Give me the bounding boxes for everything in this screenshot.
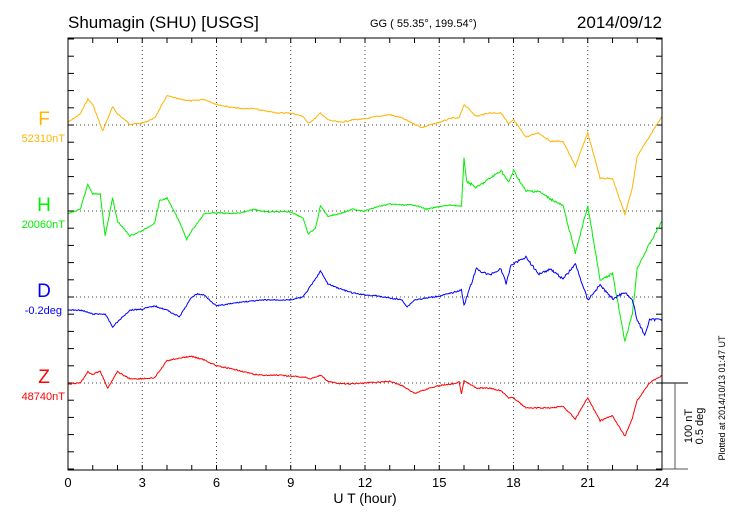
trace-z — [67, 355, 663, 437]
baseline-value-z: 48740nT — [22, 391, 66, 403]
geo-coords: GG ( 55.35°, 199.54°) — [370, 18, 477, 30]
x-tick-label: 12 — [358, 475, 372, 490]
x-tick-label: 9 — [287, 475, 294, 490]
x-tick-label: 3 — [139, 475, 146, 490]
series-name-h: H — [37, 195, 51, 216]
baseline-value-h: 20060nT — [22, 219, 66, 231]
station-title: Shumagin (SHU) [USGS] — [68, 13, 259, 32]
plotted-timestamp: Plotted at 2014/10/13 01:47 UT — [717, 335, 727, 461]
axis-ticks — [67, 38, 663, 470]
x-tick-labels: 0 3 6 9 12 15 18 21 24 — [64, 475, 669, 490]
x-tick-label: 6 — [213, 475, 220, 490]
traces — [67, 94, 663, 437]
x-tick-label: 15 — [432, 475, 446, 490]
scale-deg: 0.5 deg — [694, 408, 706, 445]
x-tick-label: 21 — [581, 475, 595, 490]
x-tick-label: 0 — [64, 475, 71, 490]
series-name-f: F — [38, 109, 50, 130]
x-tick-label: 18 — [506, 475, 520, 490]
trace-f — [67, 94, 663, 217]
scale-nt: 100 nT — [683, 409, 695, 444]
x-axis-label: U T (hour) — [333, 490, 396, 506]
trace-d — [67, 255, 663, 337]
series-name-z: Z — [38, 367, 50, 388]
scale-bar: 100 nT 0.5 deg — [662, 382, 706, 470]
trace-h — [67, 157, 663, 343]
plot-frame — [67, 37, 663, 471]
plot-date: 2014/09/12 — [577, 13, 662, 32]
baseline-value-d: -0.2deg — [25, 305, 62, 317]
series-labels: F 52310nT H 20060nT D -0.2deg Z 48740nT — [22, 109, 66, 403]
x-tick-label: 24 — [655, 475, 669, 490]
series-name-d: D — [37, 281, 51, 302]
grid — [68, 38, 662, 470]
baseline-value-f: 52310nT — [22, 133, 66, 145]
